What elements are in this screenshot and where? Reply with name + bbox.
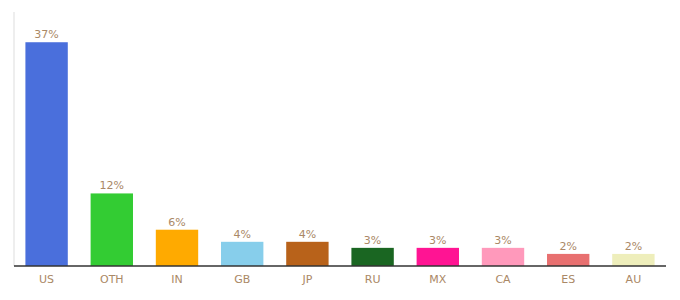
- x-tick-label: RU: [365, 273, 381, 286]
- data-label: 2%: [559, 240, 576, 253]
- data-label: 4%: [299, 228, 316, 241]
- chart: 37% 12% 6% 4% 4% 3% 3% 3% 2% 2% US OTH IN GB JP RU MX CA E…: [0, 0, 680, 300]
- x-tick-label: JP: [301, 273, 312, 286]
- x-tick-labels: US OTH IN GB JP RU MX CA ES AU: [39, 273, 641, 286]
- x-axis-line: [14, 265, 666, 267]
- bar: [547, 254, 589, 266]
- bar: [221, 242, 263, 266]
- x-tick-label: ES: [561, 273, 575, 286]
- bar: [612, 254, 654, 266]
- data-label: 37%: [34, 28, 58, 41]
- data-label: 3%: [429, 234, 446, 247]
- bar: [156, 230, 198, 266]
- bar: [286, 242, 328, 266]
- bar: [25, 42, 67, 266]
- bars: [25, 42, 654, 266]
- x-tick-label: CA: [495, 273, 511, 286]
- x-tick-label: US: [39, 273, 54, 286]
- data-label: 3%: [494, 234, 511, 247]
- data-labels: 37% 12% 6% 4% 4% 3% 3% 3% 2% 2%: [34, 28, 642, 253]
- chart-container: 37% 12% 6% 4% 4% 3% 3% 3% 2% 2% US OTH IN GB JP RU MX CA E…: [0, 0, 680, 300]
- page: {"chart_data": {"type": "bar", "categori…: [0, 0, 680, 300]
- data-label: 3%: [364, 234, 381, 247]
- bar: [417, 248, 459, 266]
- data-label: 6%: [168, 216, 185, 229]
- bar: [351, 248, 393, 266]
- data-label: 4%: [233, 228, 250, 241]
- x-tick-label: GB: [234, 273, 250, 286]
- x-tick-label: IN: [171, 273, 182, 286]
- bar: [482, 248, 524, 266]
- x-tick-label: AU: [626, 273, 642, 286]
- data-label: 2%: [625, 240, 642, 253]
- y-range-line: [14, 12, 15, 266]
- data-label: 12%: [100, 179, 124, 192]
- x-tick-label: MX: [429, 273, 446, 286]
- bar: [91, 193, 133, 266]
- x-tick-label: OTH: [100, 273, 124, 286]
